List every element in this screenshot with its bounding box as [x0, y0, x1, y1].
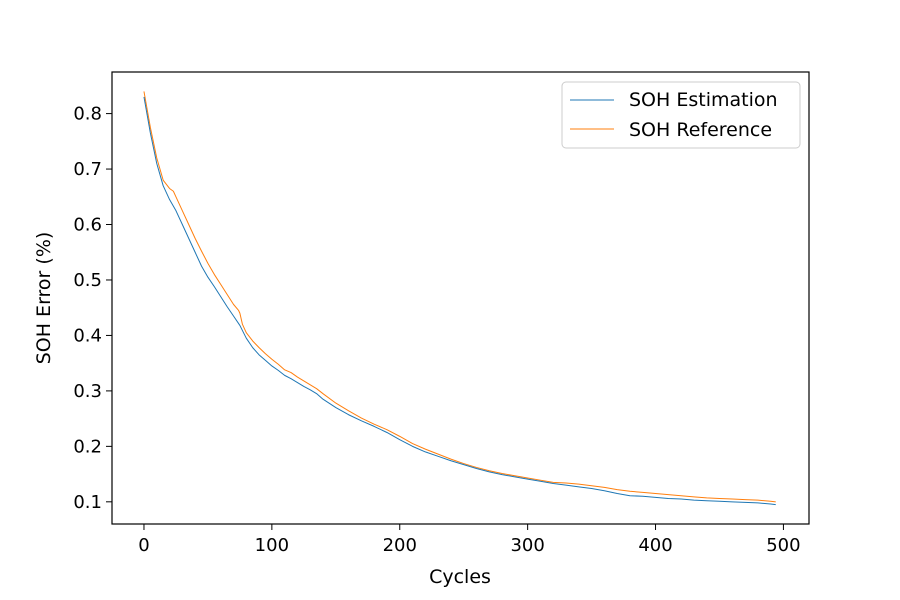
x-tick-label: 300 [510, 535, 544, 556]
y-tick-label: 0.3 [73, 381, 102, 402]
y-tick-label: 0.4 [73, 325, 102, 346]
y-tick-label: 0.2 [73, 436, 102, 457]
y-tick-label: 0.8 [73, 104, 102, 125]
x-axis-label: Cycles [429, 566, 491, 588]
x-tick-label: 500 [766, 535, 800, 556]
x-tick-label: 200 [383, 535, 417, 556]
y-tick-label: 0.7 [73, 159, 102, 180]
legend-label-soh-estimation: SOH Estimation [629, 89, 778, 111]
y-tick-label: 0.6 [73, 215, 102, 236]
legend-frame [561, 81, 801, 149]
legend-label-soh-reference: SOH Reference [629, 119, 772, 141]
y-axis-label: SOH Error (%) [33, 232, 55, 365]
x-tick-label: 100 [255, 535, 289, 556]
legend: SOH Estimation SOH Reference [561, 81, 801, 149]
x-axis: 0 100 200 300 400 500 [138, 524, 801, 556]
series-line-soh-reference [143, 91, 776, 503]
x-tick-label: 400 [638, 535, 672, 556]
y-axis: 0.1 0.2 0.3 0.4 0.5 0.6 0.7 0.8 [73, 104, 112, 513]
series-line-soh-estimation [143, 96, 776, 506]
series-layer [143, 91, 776, 506]
plot-frame [111, 71, 810, 525]
y-tick-label: 0.5 [73, 270, 102, 291]
x-tick-label: 0 [138, 535, 149, 556]
y-tick-label: 0.1 [73, 492, 102, 513]
